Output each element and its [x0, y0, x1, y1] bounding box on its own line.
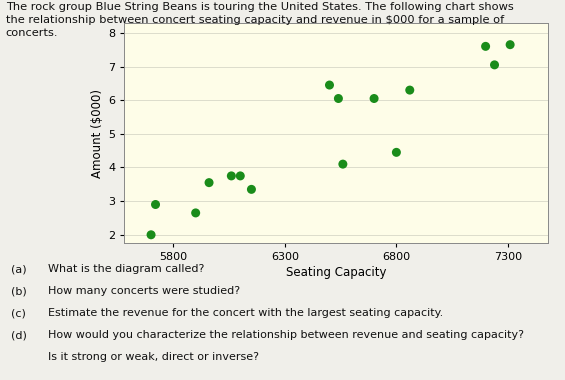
- Text: (b): (b): [11, 286, 27, 296]
- Point: [236, 173, 245, 179]
- Point: [481, 43, 490, 49]
- Y-axis label: Amount ($000): Amount ($000): [91, 89, 104, 177]
- Text: What is the diagram called?: What is the diagram called?: [48, 264, 205, 274]
- Point: [490, 62, 499, 68]
- Point: [392, 149, 401, 155]
- Point: [205, 180, 214, 186]
- Text: Estimate the revenue for the concert with the largest seating capacity.: Estimate the revenue for the concert wit…: [48, 308, 444, 318]
- Text: How many concerts were studied?: How many concerts were studied?: [48, 286, 240, 296]
- Text: The rock group Blue String Beans is touring the United States. The following cha: The rock group Blue String Beans is tour…: [6, 2, 514, 38]
- X-axis label: Seating Capacity: Seating Capacity: [286, 266, 386, 279]
- Text: (a): (a): [11, 264, 27, 274]
- Point: [191, 210, 200, 216]
- Point: [338, 161, 347, 167]
- Point: [334, 95, 343, 101]
- Point: [506, 42, 515, 48]
- Point: [370, 95, 379, 101]
- Point: [405, 87, 414, 93]
- Text: (c): (c): [11, 308, 26, 318]
- Text: (d): (d): [11, 330, 27, 340]
- Text: How would you characterize the relationship between revenue and seating capacity: How would you characterize the relations…: [48, 330, 524, 340]
- Point: [247, 186, 256, 192]
- Point: [325, 82, 334, 88]
- Point: [151, 201, 160, 207]
- Text: Is it strong or weak, direct or inverse?: Is it strong or weak, direct or inverse?: [48, 352, 259, 362]
- Point: [227, 173, 236, 179]
- Point: [146, 232, 155, 238]
